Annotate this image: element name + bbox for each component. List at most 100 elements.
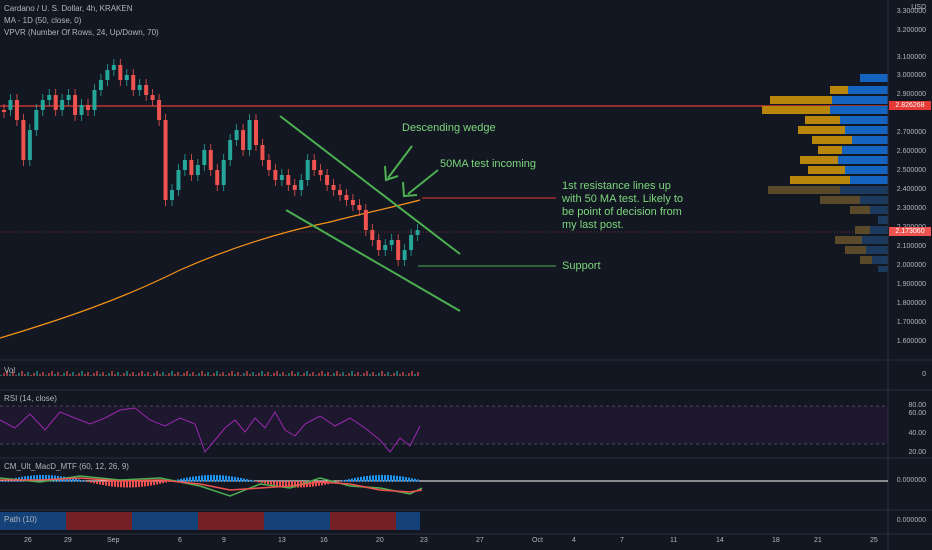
macd-bar (414, 478, 416, 482)
macd-bar (315, 481, 317, 487)
path-bar (306, 512, 312, 530)
volume-bar (387, 372, 389, 376)
volume-bar (381, 371, 383, 376)
path-bar (48, 512, 54, 530)
macd-bar (213, 475, 215, 482)
time-axis-label: 11 (670, 537, 678, 544)
path-bar (0, 512, 6, 530)
path-bar (312, 512, 318, 530)
volume-bar (27, 372, 29, 376)
candle-body (383, 245, 388, 250)
volume-bar (39, 374, 41, 376)
volume-bar (360, 375, 362, 376)
volume-bar (99, 374, 101, 376)
macd-bar (21, 476, 23, 482)
ma-line (0, 199, 421, 339)
candle-body (325, 175, 330, 185)
rsi-pane-label[interactable]: RSI (14, close) (4, 394, 57, 403)
path-bar (330, 512, 336, 530)
macd-pane-label[interactable]: CM_Ult_MacD_MTF (60, 12, 26, 9) (4, 462, 129, 471)
macd-bar (375, 475, 377, 482)
path-bar (36, 512, 42, 530)
volume-bar (351, 371, 353, 376)
vol-pane-label[interactable]: Vol (4, 366, 16, 375)
candle-body (376, 240, 381, 250)
time-axis-label: 25 (870, 537, 878, 544)
path-bar (120, 512, 126, 530)
time-axis-label: 18 (772, 537, 780, 544)
price-axis-label: 2.600000 (896, 148, 926, 155)
candle-body (402, 250, 407, 260)
vol-zero-label: 0 (922, 371, 926, 378)
volume-bar (171, 371, 173, 376)
volume-bar (405, 375, 407, 376)
macd-bar (234, 476, 236, 482)
volume-bar (345, 375, 347, 376)
price-axis-label: 2.500000 (896, 167, 926, 174)
volume-bar (180, 375, 182, 376)
volume-bar (339, 374, 341, 376)
volume-bar (249, 374, 251, 376)
annotation-ma-test[interactable]: 50MA test incoming (440, 158, 536, 170)
volume-bar (417, 372, 419, 376)
path-bar (240, 512, 246, 530)
candle-body (98, 80, 103, 90)
candle-body (228, 140, 233, 160)
candle-body (331, 185, 336, 190)
rsi-level-label: 40.00 (908, 430, 926, 437)
volume-bar (204, 374, 206, 376)
path-bar (138, 512, 144, 530)
volume-bar (288, 373, 290, 376)
candle-body (47, 95, 52, 100)
time-axis-label: Oct (532, 537, 543, 544)
path-bar (258, 512, 264, 530)
volume-bar (45, 375, 47, 376)
path-bar (30, 512, 36, 530)
macd-bar (282, 481, 284, 487)
macd-line (0, 475, 423, 497)
path-bar (216, 512, 222, 530)
path-bar (402, 512, 408, 530)
volume-bar (36, 371, 38, 376)
candle-body (241, 130, 246, 150)
path-histogram (0, 512, 420, 530)
rsi-level-label: 20.00 (908, 449, 926, 456)
candle-body (370, 230, 375, 240)
macd-bar (363, 476, 365, 482)
macd-bar (279, 481, 281, 487)
macd-bar (390, 475, 392, 482)
path-bar (342, 512, 348, 530)
candlesticks (2, 59, 420, 266)
vpvr-legend[interactable]: VPVR (Number Of Rows, 24, Up/Down, 70) (4, 28, 159, 37)
volume-bar (18, 373, 20, 376)
volume-bar (330, 375, 332, 376)
path-bar (390, 512, 396, 530)
annotation-resistance[interactable]: 1st resistance lines up with 50 MA test.… (562, 180, 683, 232)
candle-body (299, 180, 304, 190)
price-axis-label: 2.300000 (896, 205, 926, 212)
volume-bar (126, 371, 128, 376)
path-bar (198, 512, 204, 530)
macd-bar (231, 476, 233, 482)
volume-bar (138, 373, 140, 376)
path-bar (54, 512, 60, 530)
volume-bar (375, 375, 377, 376)
volume-bar (183, 373, 185, 376)
annotation-support[interactable]: Support (562, 260, 601, 272)
volume-bar (117, 372, 119, 376)
path-bar (336, 512, 342, 530)
macd-bar (177, 479, 179, 482)
volume-bar (291, 371, 293, 376)
macd-bar (216, 475, 218, 482)
path-bar (396, 512, 402, 530)
volume-bar (156, 371, 158, 376)
macd-bar (267, 481, 269, 485)
annotation-wedge[interactable]: Descending wedge (402, 122, 496, 134)
ma-legend[interactable]: MA - 1D (50, close, 0) (4, 16, 82, 25)
bottom-pane-label[interactable]: Path (10) (4, 515, 37, 524)
candle-body (338, 190, 342, 195)
macd-bar (48, 475, 50, 482)
path-bar (18, 512, 24, 530)
candle-body (189, 160, 194, 175)
